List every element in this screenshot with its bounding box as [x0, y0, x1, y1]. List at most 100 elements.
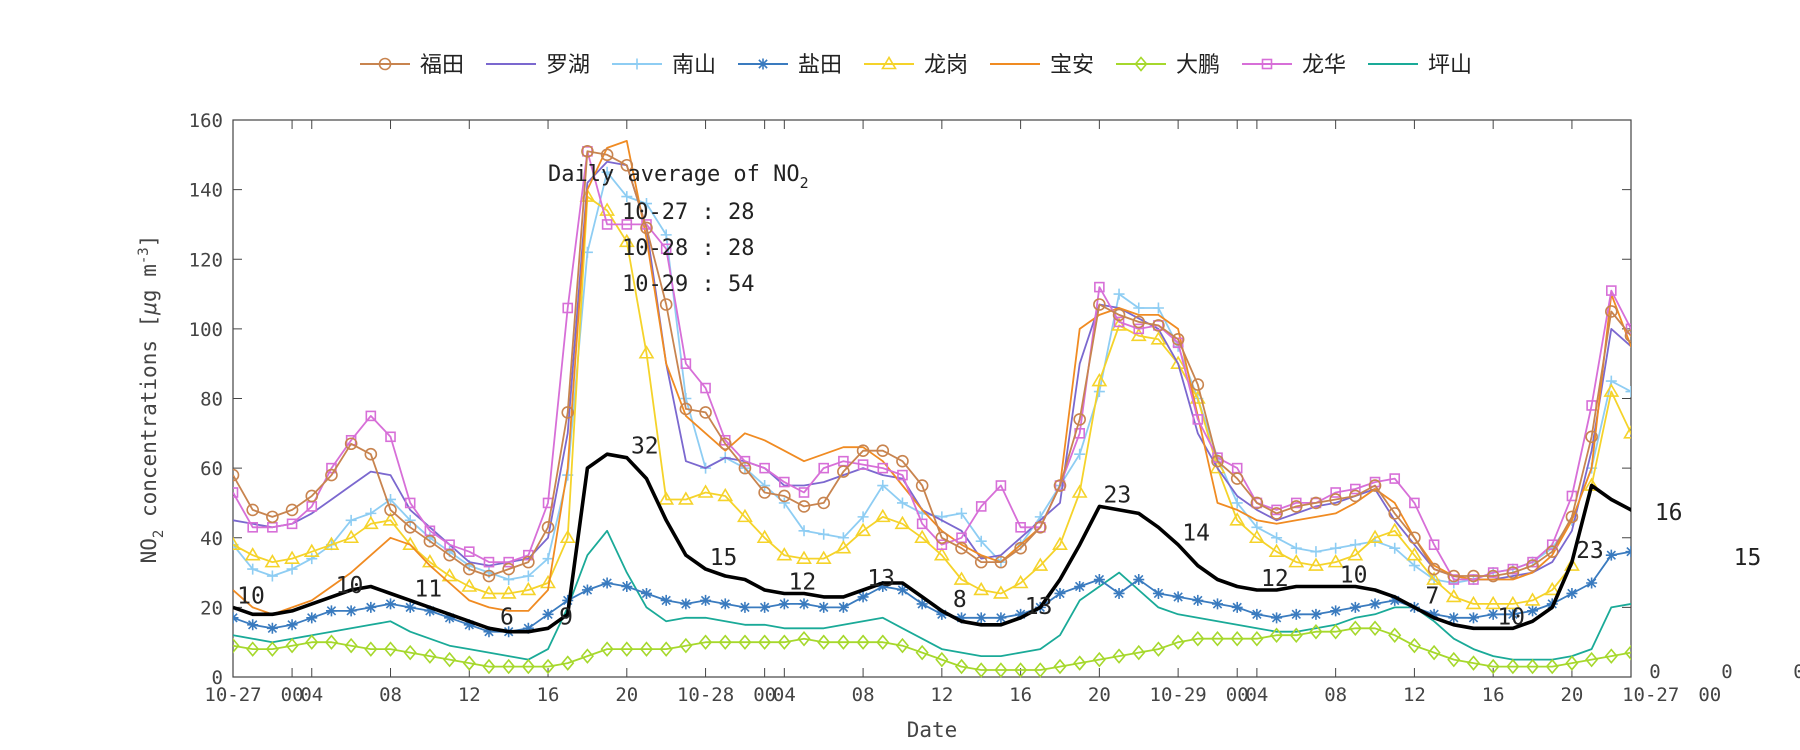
legend-label: 罗湖: [546, 53, 590, 78]
data-point-福田: [1388, 507, 1402, 520]
data-point-龙华: [1034, 522, 1046, 533]
data-point-龙岗: [1052, 536, 1068, 551]
data-point-福田: [1565, 510, 1579, 524]
data-point-福田: [1309, 496, 1323, 510]
y-tick-label: 160: [189, 110, 223, 132]
series-福田: [233, 145, 1631, 583]
data-point-龙岗: [973, 581, 990, 596]
data-point-盐田: [286, 619, 298, 631]
data-point-福田: [443, 548, 456, 562]
x-tick-label: 04: [1245, 684, 1268, 706]
data-point-盐田: [1586, 577, 1598, 589]
data-point-南山: [660, 229, 672, 241]
data-point-福田: [1033, 521, 1047, 534]
data-point-龙岗: [1288, 554, 1305, 568]
legend-item-盐田: 盐田: [738, 53, 842, 78]
data-point-盐田: [1467, 612, 1479, 624]
data-point-盐田: [1212, 598, 1224, 610]
data-point-南山: [1093, 386, 1105, 398]
data-point-龙岗: [1111, 317, 1127, 331]
data-point-大鹏: [1348, 620, 1362, 637]
data-point-大鹏: [1466, 655, 1481, 671]
data-point-大鹏: [324, 634, 338, 650]
data-point-福田: [1349, 489, 1362, 503]
data-point-大鹏: [1585, 651, 1599, 668]
y-tick-label: 140: [189, 180, 223, 202]
average-label: 13: [867, 566, 895, 592]
data-point-龙华: [1251, 497, 1263, 509]
legend-label: 南山: [672, 53, 716, 78]
average-label: 10: [1340, 562, 1368, 588]
data-point-龙岗: [894, 515, 911, 530]
data-point-南山: [1330, 542, 1342, 554]
average-label: 14: [1182, 521, 1210, 547]
data-point-南山: [522, 570, 534, 582]
data-point-盐田: [325, 605, 337, 617]
legend-label: 宝安: [1050, 53, 1094, 78]
data-point-福田: [699, 406, 712, 419]
data-point-大鹏: [1329, 624, 1343, 640]
data-point-龙岗: [1406, 547, 1423, 561]
data-point-龙岗: [1603, 383, 1620, 397]
plot-series: [233, 139, 1631, 678]
y-tick-label: 40: [200, 528, 223, 550]
data-point-南山: [680, 393, 692, 404]
y-axis-title-subscript: 2: [151, 530, 167, 538]
data-point-南山: [1133, 302, 1145, 314]
data-point-南山: [404, 514, 416, 526]
legend-label: 龙华: [1302, 53, 1346, 78]
data-point-大鹏: [383, 641, 398, 657]
data-point-盐田: [444, 612, 456, 624]
data-point-南山: [877, 480, 889, 492]
legend-swatch-marker: [881, 55, 897, 70]
data-point-南山: [1625, 386, 1631, 398]
data-point-龙岗: [1130, 327, 1147, 342]
data-point-福田: [1506, 566, 1520, 579]
data-point-盐田: [1015, 608, 1027, 620]
data-point-大鹏: [1092, 651, 1106, 668]
x-tick-label: 16: [1009, 684, 1032, 706]
average-label: 11: [414, 576, 442, 602]
series-南山: [233, 166, 1631, 589]
data-point-龙岗: [1150, 331, 1167, 345]
x-tick-label: 00: [281, 684, 304, 706]
data-point-福田: [1545, 545, 1559, 558]
data-point-大鹏: [876, 634, 890, 650]
y-axis-title-end: ]: [137, 235, 161, 248]
legend-label: 坪山: [1428, 53, 1472, 78]
data-point-南山: [1113, 288, 1125, 300]
legend-item-南山: 南山: [612, 53, 716, 78]
data-point-大鹏: [639, 641, 654, 657]
data-point-龙华: [233, 487, 239, 498]
data-point-盐田: [621, 580, 633, 592]
y-axis-title-no: NO: [137, 538, 161, 563]
data-point-龙华: [503, 556, 514, 568]
data-point-大鹏: [1112, 648, 1126, 664]
data-point-龙岗: [914, 529, 931, 544]
data-point-福田: [1250, 496, 1264, 510]
data-point-大鹏: [1073, 655, 1087, 671]
data-point-龙岗: [559, 529, 576, 544]
data-point-龙华: [1606, 285, 1617, 296]
data-point-盐田: [542, 608, 554, 620]
data-point-龙岗: [323, 536, 340, 551]
data-point-盐田: [1310, 608, 1322, 620]
data-point-大鹏: [836, 634, 850, 650]
data-point-龙华: [857, 459, 869, 470]
data-point-南山: [1271, 532, 1283, 544]
data-point-盐田: [306, 612, 318, 624]
data-point-大鹏: [1191, 630, 1205, 647]
data-point-福田: [718, 437, 732, 451]
x-tick-label: 16: [1482, 684, 1505, 706]
data-point-龙岗: [658, 491, 675, 505]
data-point-龙岗: [1564, 557, 1580, 571]
data-point-大鹏: [994, 662, 1008, 678]
data-point-南山: [266, 570, 278, 582]
data-point-龙岗: [1426, 571, 1443, 585]
data-point-大鹏: [344, 637, 358, 654]
data-point-龙岗: [953, 571, 970, 585]
data-point-福田: [266, 510, 279, 524]
data-point-大鹏: [305, 634, 319, 650]
data-point-大鹏: [521, 658, 535, 675]
data-point-福田: [1053, 479, 1067, 492]
